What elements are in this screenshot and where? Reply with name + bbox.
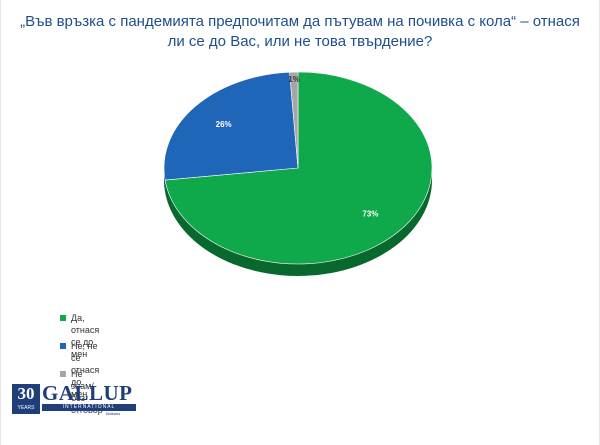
logo-name: GALLUP bbox=[42, 381, 133, 405]
logo-balkans: Balkans bbox=[106, 411, 121, 416]
pie-slice-2 bbox=[289, 71, 299, 169]
pie-slice-1 bbox=[163, 71, 299, 181]
logo-years: YEARS bbox=[17, 405, 35, 411]
gallup-logo: 30 YEARS GALLUP INTERNATIONAL Balkans bbox=[12, 381, 152, 418]
pie-label-0: 73% bbox=[362, 210, 378, 219]
legend-swatch-no bbox=[60, 343, 66, 349]
legend-swatch-dont-know bbox=[60, 371, 66, 377]
legend-swatch-yes bbox=[60, 315, 66, 321]
chart-title: „Във връзка с пандемията предпочитам да … bbox=[20, 13, 580, 50]
logo-international: INTERNATIONAL bbox=[42, 404, 136, 411]
pie-label-1: 26% bbox=[216, 120, 232, 129]
logo-badge: 30 YEARS bbox=[12, 384, 40, 414]
pie-label-2: 1% bbox=[288, 75, 300, 84]
legend-label-no: Не, не се отнася до мен bbox=[71, 341, 100, 399]
legend-label-yes: Да, отнася се до мен bbox=[71, 313, 100, 359]
pie-slice-0 bbox=[164, 71, 433, 265]
logo-number: 30 bbox=[17, 384, 35, 403]
pie-side-1 bbox=[164, 168, 166, 193]
